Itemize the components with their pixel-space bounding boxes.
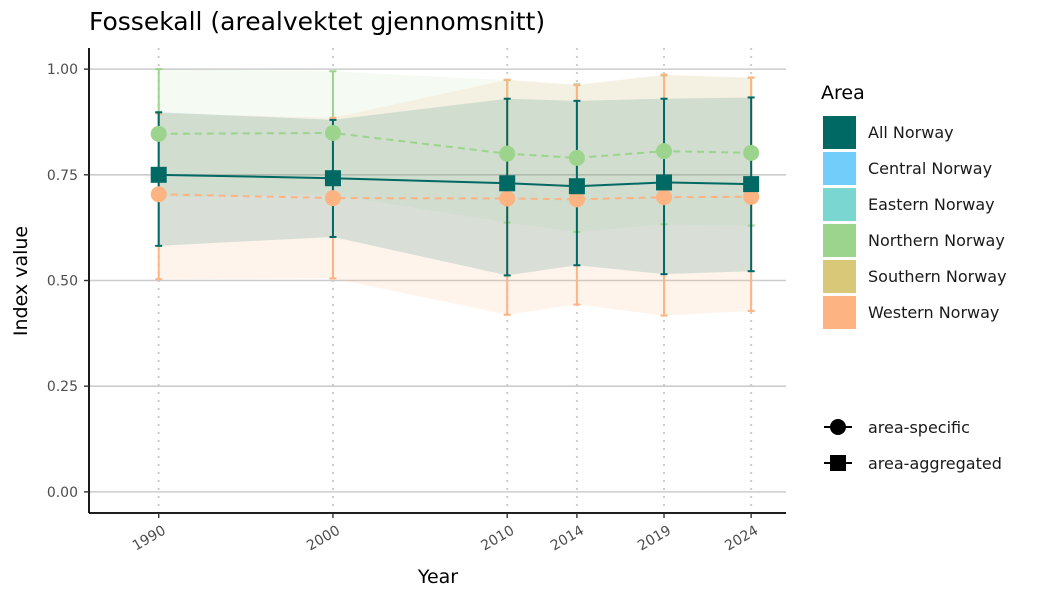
y-axis-title: Index value: [10, 226, 32, 336]
x-tick-label: 2019: [635, 523, 674, 555]
legend-key: [823, 152, 856, 185]
series-line-northern-norway: [158, 131, 752, 159]
x-tick-label: 2010: [478, 523, 517, 555]
legend: Area All Norway Central Norway Eastern Nor…: [821, 82, 1007, 473]
chart-title: Fossekall (arealvektet gjennomsnitt): [89, 7, 545, 36]
data-point: [656, 189, 673, 206]
y-tick-label: 0.25: [47, 379, 78, 395]
plot-area: 0.00 0.25 0.50 0.75 1.00 1990 2000 2010 2014 2019…: [47, 48, 786, 554]
legend-title: Area: [821, 82, 865, 104]
legend-shape-circle: [830, 419, 846, 435]
legend-key: [823, 188, 856, 221]
legend-label: All Norway: [868, 123, 954, 142]
legend-label: Central Norway: [868, 159, 992, 178]
data-point: [150, 186, 167, 203]
legend-key: [823, 116, 856, 149]
data-point: [568, 178, 585, 195]
series-line-western-norway: [158, 193, 752, 201]
x-tick-label: 1990: [130, 523, 169, 555]
data-point: [568, 191, 585, 208]
data-point: [656, 143, 673, 160]
legend-shape-label: area-specific: [868, 418, 970, 437]
legend-key: [823, 296, 856, 329]
x-axis-title: Year: [417, 566, 458, 588]
legend-shape-square: [830, 455, 846, 471]
data-point: [656, 174, 673, 191]
legend-label: Western Norway: [868, 303, 999, 322]
legend-label: Northern Norway: [868, 231, 1005, 250]
data-point: [324, 190, 341, 207]
y-tick-label: 0.00: [47, 485, 78, 501]
y-tick-label: 0.75: [47, 168, 78, 184]
y-tick-label: 1.00: [47, 62, 78, 78]
data-point: [150, 166, 167, 183]
data-point: [324, 170, 341, 187]
data-point: [499, 145, 516, 162]
legend-label: Eastern Norway: [868, 195, 995, 214]
data-point: [499, 190, 516, 207]
legend-key: [823, 224, 856, 257]
data-point: [324, 124, 341, 141]
series-line-all-norway: [158, 173, 752, 188]
x-tick-label: 2014: [548, 523, 587, 555]
ribbon-northern-norway: [158, 69, 752, 232]
legend-shape-label: area-aggregated: [868, 454, 1002, 473]
data-point: [743, 188, 760, 205]
ribbon-western-norway: [158, 74, 752, 316]
x-tick-label: 2024: [722, 523, 761, 555]
data-point: [743, 144, 760, 161]
x-tick-label: 2000: [304, 523, 343, 555]
y-tick-label: 0.50: [47, 274, 78, 290]
data-point: [568, 149, 585, 166]
legend-key: [823, 260, 856, 293]
data-point: [499, 175, 516, 192]
data-point: [743, 176, 760, 193]
legend-label: Southern Norway: [868, 267, 1007, 286]
ribbon-all-norway: [158, 97, 752, 276]
data-point: [150, 125, 167, 142]
